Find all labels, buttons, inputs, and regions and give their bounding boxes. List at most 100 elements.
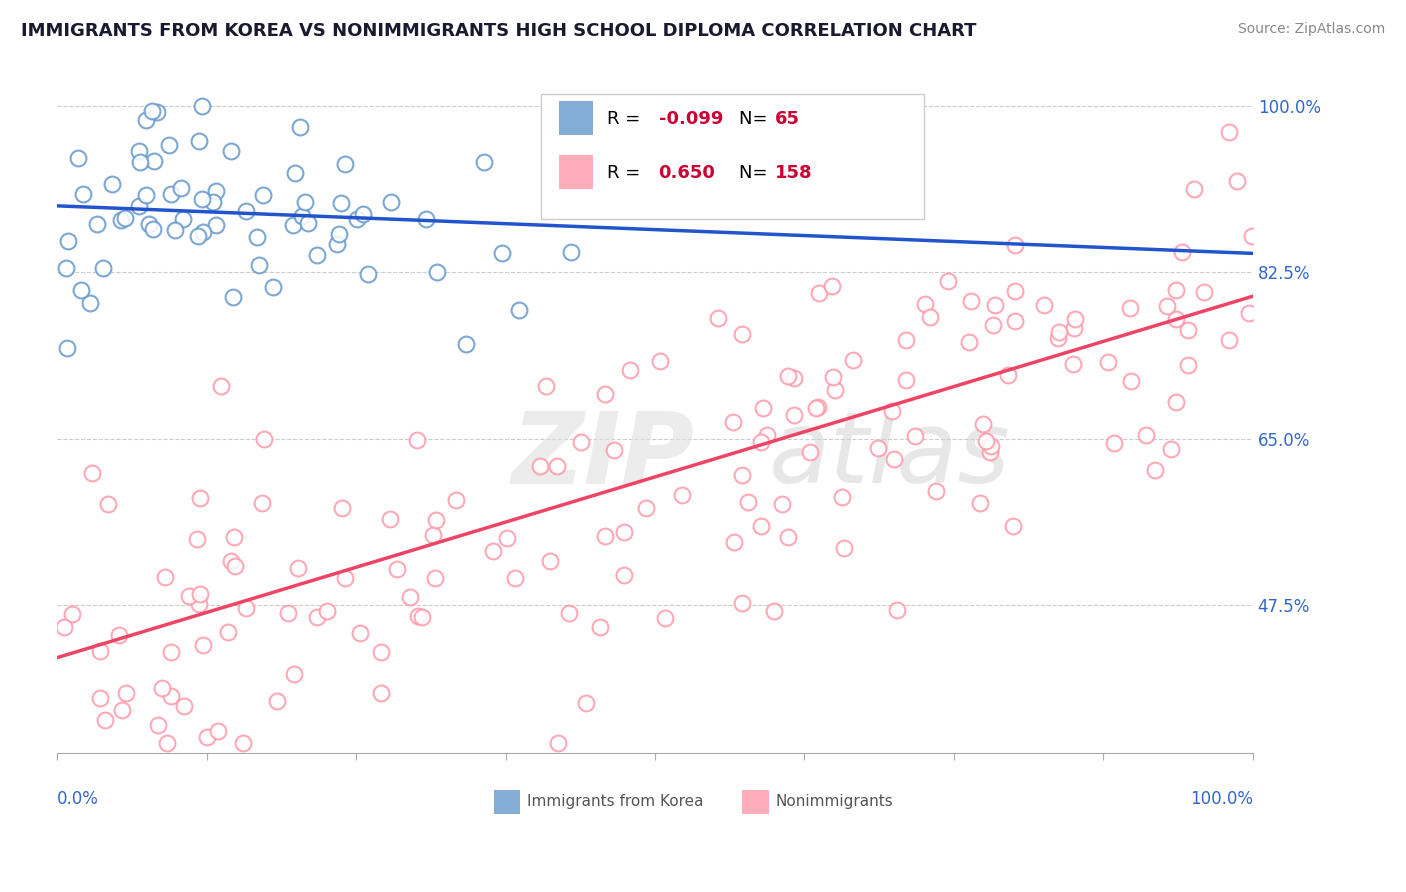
Point: [291, 209, 314, 223]
Point: [1192, 285, 1215, 299]
Point: [250, 496, 273, 510]
Point: [1156, 299, 1178, 313]
Point: [979, 444, 1001, 458]
Point: [1171, 245, 1194, 260]
Point: [205, 184, 228, 198]
Point: [80, 466, 103, 480]
Point: [297, 216, 319, 230]
Point: [191, 99, 214, 113]
Point: [481, 544, 503, 558]
Point: [547, 736, 569, 750]
Point: [235, 204, 257, 219]
Point: [155, 570, 177, 584]
Point: [508, 302, 530, 317]
Point: [936, 275, 959, 289]
Point: [1218, 333, 1240, 347]
Point: [380, 195, 402, 210]
Point: [974, 434, 997, 449]
Point: [721, 415, 744, 429]
Point: [648, 201, 671, 215]
Point: [1218, 125, 1240, 139]
Point: [284, 165, 307, 179]
Point: [1166, 283, 1188, 297]
Point: [110, 213, 132, 227]
Point: [997, 368, 1019, 383]
Point: [425, 571, 447, 585]
Point: [783, 371, 806, 385]
Point: [1121, 374, 1143, 388]
Point: [821, 278, 844, 293]
Point: [235, 601, 257, 615]
Point: [201, 194, 224, 209]
Point: [370, 644, 392, 658]
Point: [328, 227, 350, 241]
Point: [756, 428, 779, 442]
Point: [135, 112, 157, 127]
Point: [842, 353, 865, 368]
Point: [1135, 428, 1157, 442]
Point: [142, 154, 165, 169]
Point: [333, 571, 356, 585]
Point: [914, 297, 936, 311]
Point: [1004, 284, 1026, 298]
Point: [195, 730, 218, 744]
Point: [135, 187, 157, 202]
Point: [538, 554, 561, 568]
Text: R =: R =: [607, 110, 647, 128]
Point: [1239, 305, 1261, 319]
Point: [252, 188, 274, 202]
Point: [444, 492, 467, 507]
Point: [595, 386, 617, 401]
Point: [569, 435, 592, 450]
Point: [290, 120, 312, 134]
Point: [191, 226, 214, 240]
Text: 0.0%: 0.0%: [58, 790, 98, 808]
Point: [72, 187, 94, 202]
Point: [575, 696, 598, 710]
Bar: [742, 790, 769, 814]
Point: [1001, 518, 1024, 533]
Point: [776, 368, 799, 383]
Point: [589, 620, 612, 634]
Point: [894, 333, 917, 347]
Point: [187, 597, 209, 611]
Point: [558, 606, 581, 620]
Text: IMMIGRANTS FROM KOREA VS NONIMMIGRANTS HIGH SCHOOL DIPLOMA CORRELATION CHART: IMMIGRANTS FROM KOREA VS NONIMMIGRANTS H…: [21, 22, 977, 40]
Point: [783, 408, 806, 422]
Point: [294, 194, 316, 209]
Point: [1119, 301, 1142, 315]
Point: [904, 429, 927, 443]
Point: [211, 378, 233, 392]
Point: [245, 229, 267, 244]
Point: [160, 645, 183, 659]
Point: [335, 157, 357, 171]
Point: [959, 294, 981, 309]
Point: [595, 529, 617, 543]
Point: [411, 609, 433, 624]
Point: [86, 217, 108, 231]
Point: [138, 217, 160, 231]
Point: [370, 686, 392, 700]
Point: [969, 495, 991, 509]
Point: [749, 435, 772, 450]
Point: [422, 528, 444, 542]
Point: [1240, 229, 1263, 244]
Point: [650, 354, 672, 368]
Point: [219, 144, 242, 158]
Point: [262, 279, 284, 293]
Text: 0.650: 0.650: [658, 164, 716, 182]
Point: [425, 513, 447, 527]
Point: [56, 341, 79, 355]
Point: [205, 218, 228, 232]
Point: [332, 501, 354, 516]
Point: [207, 724, 229, 739]
Point: [352, 207, 374, 221]
Point: [146, 105, 169, 120]
Point: [52, 620, 75, 634]
Text: Source: ZipAtlas.com: Source: ZipAtlas.com: [1237, 22, 1385, 37]
Text: atlas: atlas: [769, 407, 1011, 504]
Point: [613, 567, 636, 582]
Point: [101, 177, 124, 191]
Point: [1004, 314, 1026, 328]
Point: [222, 529, 245, 543]
